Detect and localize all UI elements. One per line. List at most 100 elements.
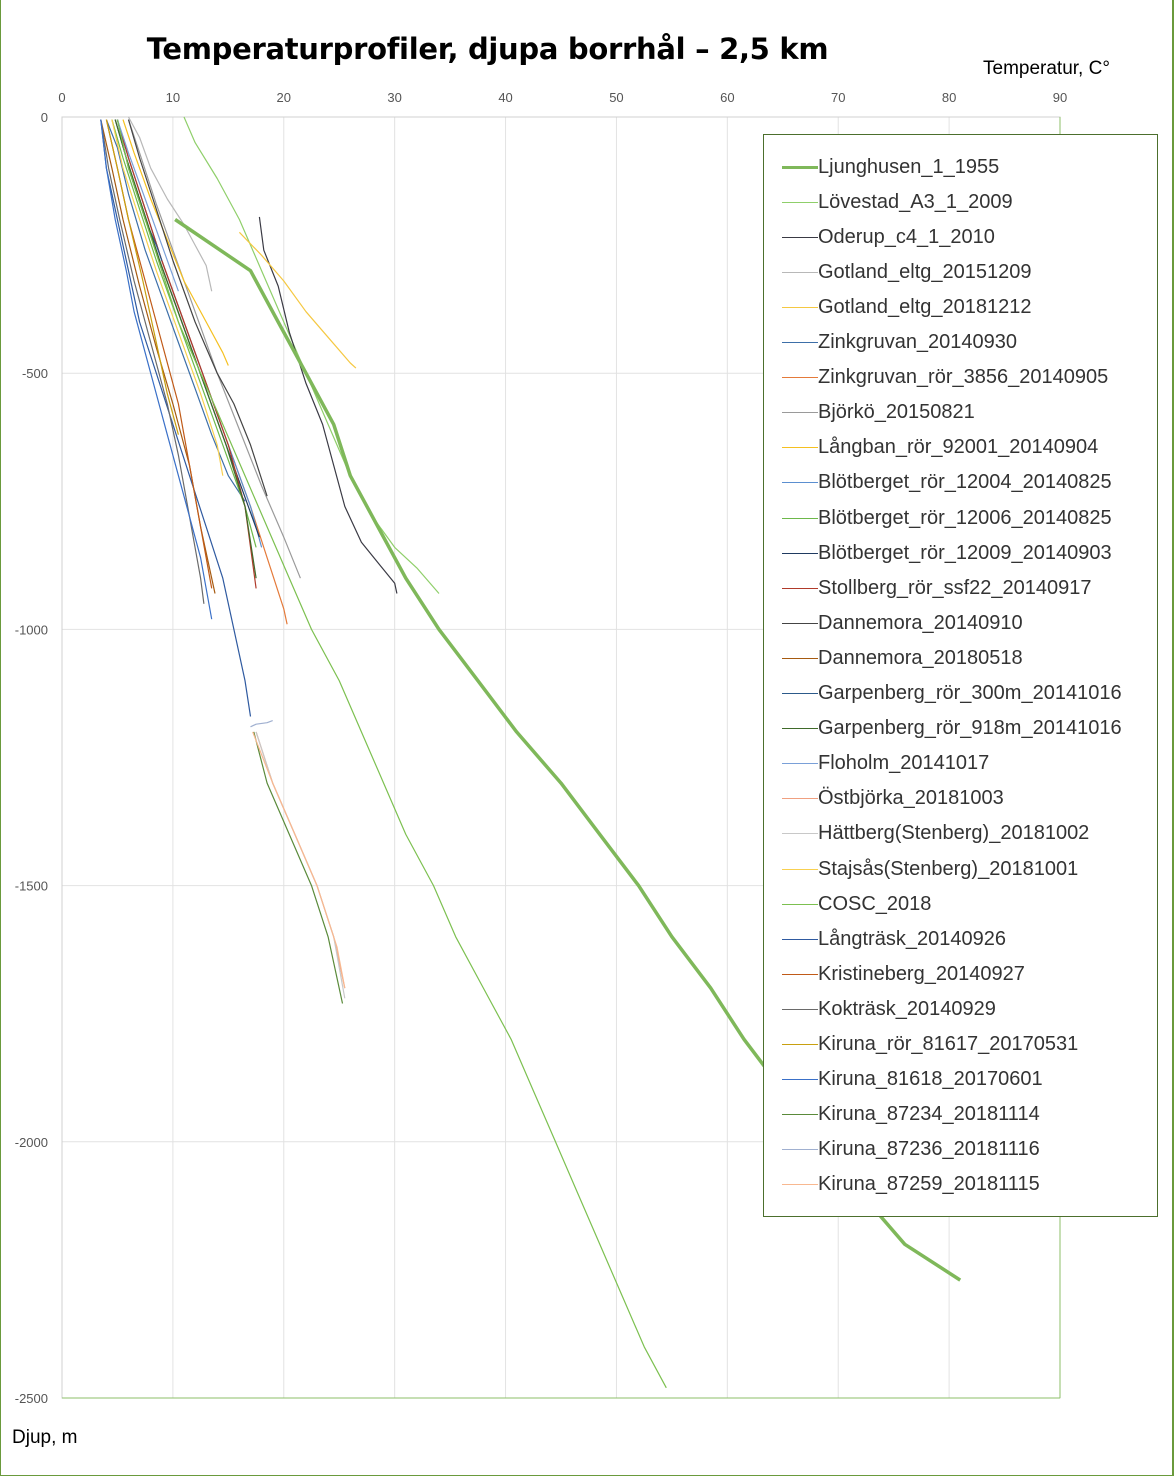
legend-item: Garpenberg_rör_918m_20141016: [764, 714, 1122, 744]
series-line-20: [111, 119, 224, 476]
x-tick-label: 40: [498, 90, 512, 105]
series-line-5: [105, 119, 246, 502]
legend-swatch: [782, 763, 818, 765]
legend-label: Blötberget_rör_12006_20140825: [818, 506, 1112, 529]
x-tick-label: 30: [387, 90, 401, 105]
legend-swatch: [782, 342, 818, 343]
x-axis-label: Temperatur, C°: [983, 58, 1110, 79]
y-axis-label: Djup, m: [12, 1427, 78, 1448]
legend-label: Oderup_c4_1_2010: [818, 225, 995, 248]
legend-swatch: [782, 1184, 818, 1186]
y-tick-label: -2000: [15, 1135, 48, 1150]
legend-label: Kristineberg_20140927: [818, 962, 1025, 985]
legend-item: Björkö_20150821: [764, 398, 975, 428]
legend-label: Dannemora_20180518: [818, 646, 1023, 669]
legend-swatch: [782, 1114, 818, 1116]
series-line-13: [127, 119, 268, 497]
y-tick-label: -1000: [15, 622, 48, 637]
legend-label: Ljunghusen_1_1955: [818, 155, 1000, 178]
legend-item: Kristineberg_20140927: [764, 959, 1025, 989]
legend-label: Zinkgruvan_20140930: [818, 331, 1018, 353]
legend-swatch: [782, 236, 818, 238]
legend-label: Kiruna_87234_20181114: [818, 1103, 1040, 1126]
legend-swatch: [782, 728, 818, 730]
legend-item: Blötberget_rör_12004_20140825: [764, 468, 1112, 498]
legend-swatch: [782, 1079, 818, 1081]
x-tick-label: 0: [58, 90, 65, 105]
legend-swatch: [782, 271, 818, 273]
legend-label: Garpenberg_rör_300m_20141016: [818, 682, 1122, 704]
legend-swatch: [782, 973, 818, 975]
legend-label: Kokträsk_20140929: [818, 997, 996, 1020]
legend-swatch: [782, 1044, 818, 1045]
legend-label: Kiruna_81618_20170601: [818, 1068, 1043, 1091]
legend-swatch: [782, 201, 818, 203]
legend-item: Blötberget_rör_12006_20140825: [764, 503, 1112, 533]
legend-item: Blötberget_rör_12009_20140903: [764, 538, 1112, 568]
x-tick-label: 60: [720, 90, 734, 105]
legend-label: Gotland_eltg_20181212: [818, 295, 1032, 318]
series-line-22: [100, 119, 252, 717]
legend-swatch: [782, 798, 818, 800]
legend-swatch: [782, 482, 818, 484]
y-tick-label: -2500: [15, 1391, 48, 1406]
legend-item: Dannemora_20180518: [764, 643, 1023, 673]
x-tick-label: 90: [1053, 90, 1067, 105]
legend-item: Hättberg(Stenberg)_20181002: [764, 819, 1089, 849]
legend-swatch: [782, 938, 818, 940]
legend-swatch: [782, 377, 818, 379]
legend-label: Stajsås(Stenberg)_20181001: [818, 857, 1079, 880]
legend-item: Kokträsk_20140929: [764, 994, 996, 1024]
legend-item: Floholm_20141017: [764, 749, 989, 779]
legend-item: Kiruna_87236_20181116: [764, 1135, 1040, 1165]
legend-label: Kiruna_87259_20181115: [818, 1173, 1040, 1196]
series-line-29: [252, 731, 346, 989]
series-line-27: [253, 731, 344, 1004]
legend-item: Kiruna_87259_20181115: [764, 1170, 1040, 1200]
legend-item: Kiruna_rör_81617_20170531: [764, 1030, 1078, 1060]
y-tick-label: -1500: [15, 879, 48, 894]
series-line-8: [122, 119, 229, 366]
legend-item: Zinkgruvan_20140930: [764, 328, 1017, 358]
series-line-2: [258, 216, 398, 594]
x-tick-label: 70: [831, 90, 845, 105]
legend-swatch: [782, 412, 818, 414]
series-line-7: [127, 119, 301, 579]
legend-label: Stollberg_rör_ssf22_20140917: [818, 576, 1092, 599]
x-tick-label: 10: [166, 90, 180, 105]
series-line-17: [116, 119, 179, 292]
legend-item: Dannemora_20140910: [764, 608, 1023, 638]
x-tick-label: 50: [609, 90, 623, 105]
legend-swatch: [782, 693, 818, 694]
legend-label: Zinkgruvan_rör_3856_20140905: [818, 366, 1109, 389]
legend-swatch: [782, 868, 818, 870]
legend-swatch: [782, 833, 818, 835]
legend-swatch: [782, 657, 818, 659]
legend-label: Björkö_20150821: [818, 401, 975, 424]
series-line-1: [183, 116, 440, 594]
legend-label: Dannemora_20140910: [818, 611, 1023, 634]
series-line-3: [127, 116, 213, 292]
chart-legend: Ljunghusen_1_1955 Lövestad_A3_1_2009 Oderu…: [763, 134, 1158, 1217]
legend-label: Blötberget_rör_12004_20140825: [818, 471, 1112, 494]
legend-label: Kiruna_87236_20181116: [818, 1138, 1040, 1161]
legend-item: Oderup_c4_1_2010: [764, 222, 995, 252]
legend-item: Gotland_eltg_20151209: [764, 257, 1032, 287]
legend-label: Lövestad_A3_1_2009: [818, 190, 1013, 213]
series-line-16: [114, 119, 257, 579]
legend-label: Långban_rör_92001_20140904: [818, 436, 1099, 459]
series-line-12: [116, 119, 257, 589]
legend-label: Långträsk_20140926: [818, 927, 1006, 950]
series-line-21: [116, 119, 667, 1389]
series-line-19: [255, 731, 346, 999]
x-tick-label: 80: [942, 90, 956, 105]
legend-swatch: [782, 306, 818, 308]
legend-item: Kiruna_87234_20181114: [764, 1100, 1040, 1130]
legend-swatch: [782, 903, 818, 905]
legend-swatch: [782, 165, 818, 169]
series-line-4: [238, 231, 357, 369]
series-line-26: [100, 119, 213, 620]
legend-swatch: [782, 1149, 818, 1151]
y-tick-label: -500: [22, 366, 48, 381]
